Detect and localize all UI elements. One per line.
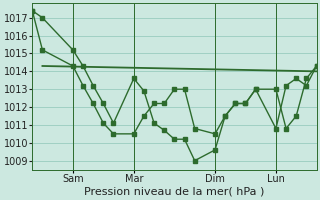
X-axis label: Pression niveau de la mer( hPa ): Pression niveau de la mer( hPa )	[84, 187, 265, 197]
